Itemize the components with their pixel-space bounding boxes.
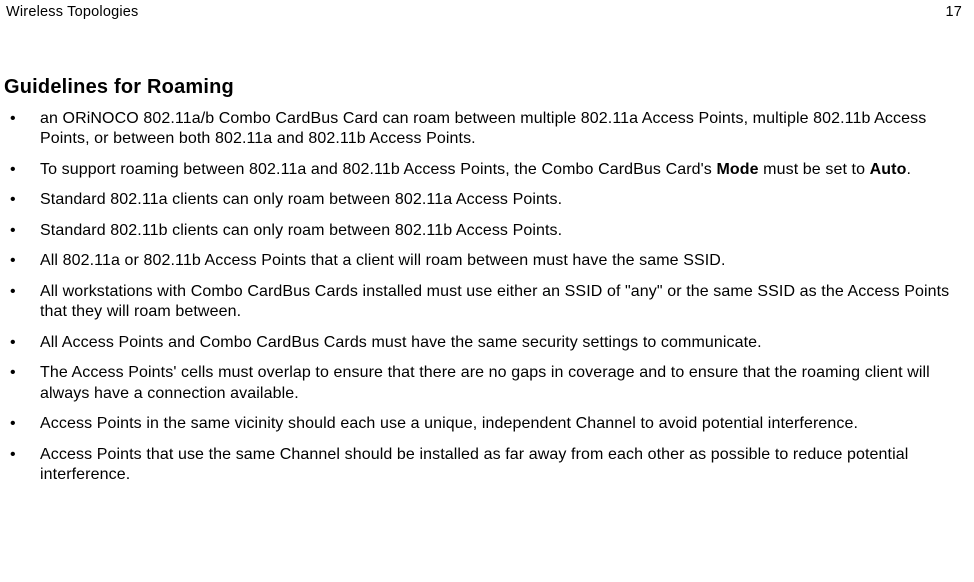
bullet-item: Access Points in the same vicinity shoul…: [4, 414, 964, 434]
bullet-item: an ORiNOCO 802.11a/b Combo CardBus Card …: [4, 109, 964, 150]
bullet-item: Standard 802.11a clients can only roam b…: [4, 190, 964, 210]
bullet-item: The Access Points' cells must overlap to…: [4, 363, 964, 404]
header-page-number: 17: [945, 4, 962, 20]
bullet-item: Standard 802.11b clients can only roam b…: [4, 221, 964, 241]
bullet-item: All Access Points and Combo CardBus Card…: [4, 333, 964, 353]
bullet-item: To support roaming between 802.11a and 8…: [4, 160, 964, 180]
running-header: Wireless Topologies 17: [4, 0, 964, 20]
bullet-item: All workstations with Combo CardBus Card…: [4, 282, 964, 323]
header-section-title: Wireless Topologies: [6, 4, 138, 20]
bullet-item: Access Points that use the same Channel …: [4, 445, 964, 486]
bullet-item: All 802.11a or 802.11b Access Points tha…: [4, 251, 964, 271]
bullet-list: an ORiNOCO 802.11a/b Combo CardBus Card …: [4, 109, 964, 486]
section-heading: Guidelines for Roaming: [4, 76, 964, 99]
